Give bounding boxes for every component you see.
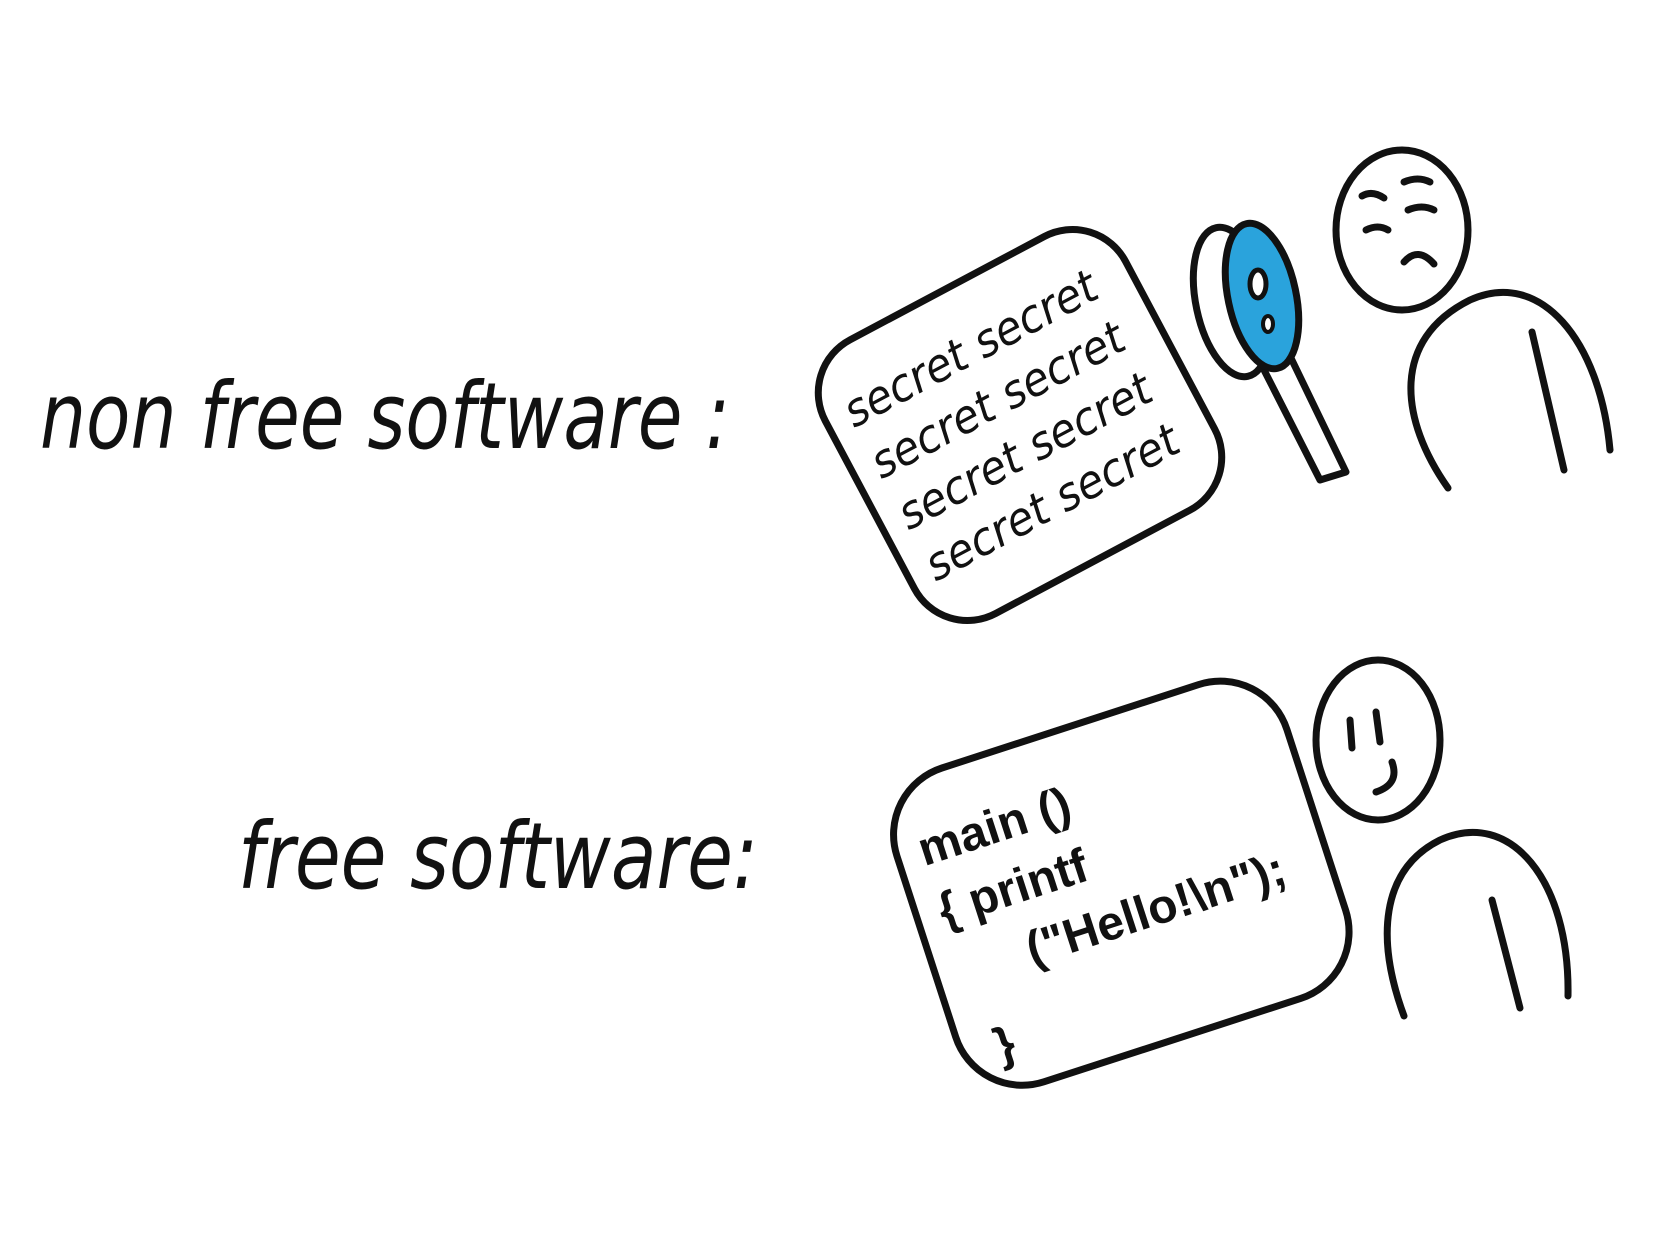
nonfree-label: non free software : bbox=[40, 363, 730, 470]
code-line-4: } bbox=[988, 1017, 1022, 1073]
smiling-person-icon bbox=[1312, 656, 1572, 1020]
code-document-frame bbox=[890, 677, 1353, 1089]
smiling-head bbox=[1312, 656, 1444, 824]
code-document: main () { printf ("Hello!\n"); } bbox=[890, 677, 1353, 1089]
magnifying-glass-icon bbox=[1189, 219, 1350, 484]
free-label: free software: bbox=[238, 803, 758, 910]
secret-document: secret secret secret secret secret secre… bbox=[814, 225, 1226, 625]
frowning-person-icon bbox=[1332, 146, 1614, 492]
secret-document-frame bbox=[814, 225, 1226, 625]
frowning-head bbox=[1332, 146, 1472, 314]
